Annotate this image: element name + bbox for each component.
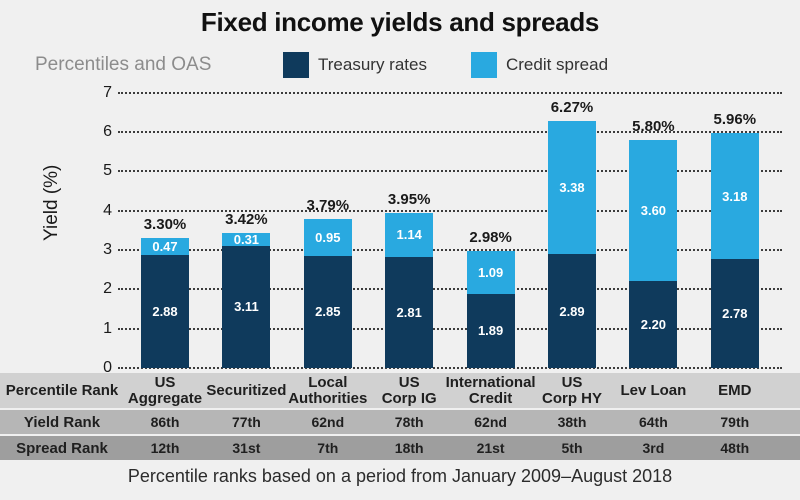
- y-tick-label: 1: [103, 319, 112, 337]
- treasury-value-label: 2.78: [722, 305, 748, 321]
- bar-segment-treasury-us-corp-hy: 2.89: [548, 254, 596, 368]
- bar-segment-credit-emd: 3.18: [710, 133, 759, 259]
- table-value-cell: 62nd: [474, 414, 507, 430]
- chart-subtitle: Percentiles and OAS: [35, 54, 212, 75]
- table-value-cell: 62nd: [311, 414, 345, 430]
- table-category-header: International Credit: [445, 373, 536, 407]
- credit-value-label: 0.95: [315, 229, 341, 245]
- credit-value-label: 0.47: [152, 238, 178, 254]
- bar-total-label-international-credit: 2.98%: [469, 228, 512, 246]
- treasury-value-label: 2.81: [396, 305, 422, 321]
- y-tick-label: 2: [103, 280, 112, 298]
- treasury-swatch-icon: [283, 52, 309, 78]
- credit-value-label: 3.18: [722, 188, 748, 204]
- table-category-header: Securitized: [206, 381, 287, 399]
- treasury-value-label: 2.85: [315, 304, 341, 320]
- table-value-cell: 78th: [394, 414, 424, 430]
- credit-value-label: 3.60: [640, 203, 667, 219]
- grid-line-y6: [118, 130, 782, 133]
- treasury-value-label: 3.11: [234, 299, 259, 315]
- table-value-cell: 18th: [394, 440, 424, 456]
- bar-total-label-securitized: 3.42%: [225, 211, 268, 229]
- credit-value-label: 3.38: [559, 180, 585, 196]
- table-category-header: EMD: [718, 381, 752, 399]
- table-value-cell: 7th: [317, 440, 339, 456]
- bar-segment-credit-us-aggregate: 0.47: [141, 238, 189, 255]
- treasury-value-label: 1.89: [477, 323, 504, 339]
- bar-total-label-us-corp-ig: 3.95%: [387, 190, 431, 208]
- bar-segment-credit-securitized: 0.31: [222, 232, 271, 248]
- table-value-cell: 64th: [638, 414, 668, 430]
- legend-item-treasury: Treasury rates: [283, 52, 427, 78]
- table-value-cell: 5th: [561, 440, 583, 456]
- legend-label-treasury: Treasury rates: [318, 55, 427, 74]
- y-tick-label: 7: [103, 83, 112, 101]
- credit-value-label: 0.31: [233, 232, 260, 248]
- table-value-cell: 21st: [476, 440, 505, 456]
- bar-segment-treasury-local-authorities: 2.85: [303, 255, 352, 368]
- bar-total-label-us-aggregate: 3.30%: [143, 216, 187, 234]
- bar-segment-treasury-us-aggregate: 2.88: [141, 254, 189, 368]
- legend-label-credit: Credit spread: [505, 55, 609, 74]
- y-tick-label: 6: [103, 122, 112, 140]
- y-axis-title: Yield (%): [41, 164, 62, 241]
- bar-segment-treasury-securitized: 3.11: [222, 245, 271, 368]
- grid-line-y0: [118, 367, 782, 369]
- table-category-header: Lev Loan: [620, 381, 687, 399]
- grid-line-y1: [118, 327, 782, 330]
- bar-segment-treasury-emd: 2.78: [710, 258, 759, 368]
- table-category-header: US Corp HY: [542, 373, 602, 407]
- table-row-header: Spread Rank: [16, 439, 108, 457]
- y-tick-label: 3: [103, 240, 112, 258]
- table-category-header: US Aggregate: [127, 373, 203, 407]
- table-value-cell: 38th: [557, 414, 587, 430]
- bar-total-label-local-authorities: 3.79%: [306, 196, 350, 214]
- credit-swatch-icon: [470, 52, 497, 78]
- bar-total-label-lev-loan: 5.80%: [632, 117, 675, 135]
- grid-line-y2: [118, 288, 782, 291]
- page-title: Fixed income yields and spreads: [200, 7, 600, 37]
- table-value-cell: 3rd: [642, 440, 665, 456]
- grid-line-y7: [118, 91, 782, 94]
- table-value-cell: 12th: [150, 440, 180, 456]
- y-tick-label: 0: [103, 359, 112, 376]
- bar-segment-treasury-international-credit: 1.89: [466, 293, 515, 368]
- table-value-cell: 79th: [720, 414, 750, 430]
- table-category-header: Local Authorities: [288, 373, 368, 407]
- table-category-header: US Corp IG: [381, 373, 437, 407]
- table-value-cell: 31st: [232, 440, 261, 456]
- grid-line-y5: [118, 170, 782, 173]
- y-tick-label: 4: [103, 201, 112, 219]
- footnote: Percentile ranks based on a period from …: [127, 466, 673, 486]
- table-value-cell: 48th: [720, 440, 750, 456]
- bar-segment-treasury-us-corp-ig: 2.81: [385, 257, 434, 368]
- chart-legend: Treasury rates Credit spread: [283, 52, 608, 78]
- table-value-cell: 86th: [150, 414, 180, 430]
- table-row-percentile-rank: Percentile Rank US Aggregate Securitized Lo…: [0, 373, 800, 408]
- bar-segment-credit-international-credit: 1.09: [466, 250, 515, 294]
- treasury-value-label: 2.88: [152, 303, 178, 319]
- treasury-value-label: 2.89: [559, 303, 585, 319]
- legend-item-credit: Credit spread: [470, 52, 609, 78]
- table-row-yield-rank: Yield Rank 86th 77th 62nd 78th 62nd 38th 64th 7…: [0, 410, 800, 434]
- table-row-header: Percentile Rank: [5, 382, 119, 399]
- bar-segment-credit-us-corp-ig: 1.14: [385, 212, 434, 258]
- bar-segment-treasury-lev-loan: 2.20: [629, 281, 678, 368]
- credit-value-label: 1.09: [477, 264, 504, 280]
- table-value-cell: 77th: [231, 414, 261, 430]
- treasury-value-label: 2.20: [640, 317, 667, 333]
- bar-segment-credit-us-corp-hy: 3.38: [548, 121, 596, 255]
- table-row-header: Yield Rank: [23, 413, 101, 431]
- bar-segment-credit-lev-loan: 3.60: [629, 139, 678, 282]
- y-tick-label: 5: [103, 162, 112, 180]
- grid-line-y4: [118, 209, 782, 212]
- table-row-spread-rank: Spread Rank 12th 31st 7th 18th 21st 5th 3rd 48t…: [0, 436, 800, 460]
- credit-value-label: 1.14: [396, 227, 422, 243]
- bar-total-label-us-corp-hy: 6.27%: [550, 99, 594, 117]
- bar-segment-credit-local-authorities: 0.95: [303, 218, 352, 256]
- bar-total-label-emd: 5.96%: [713, 111, 757, 129]
- grid-line-y3: [118, 248, 782, 251]
